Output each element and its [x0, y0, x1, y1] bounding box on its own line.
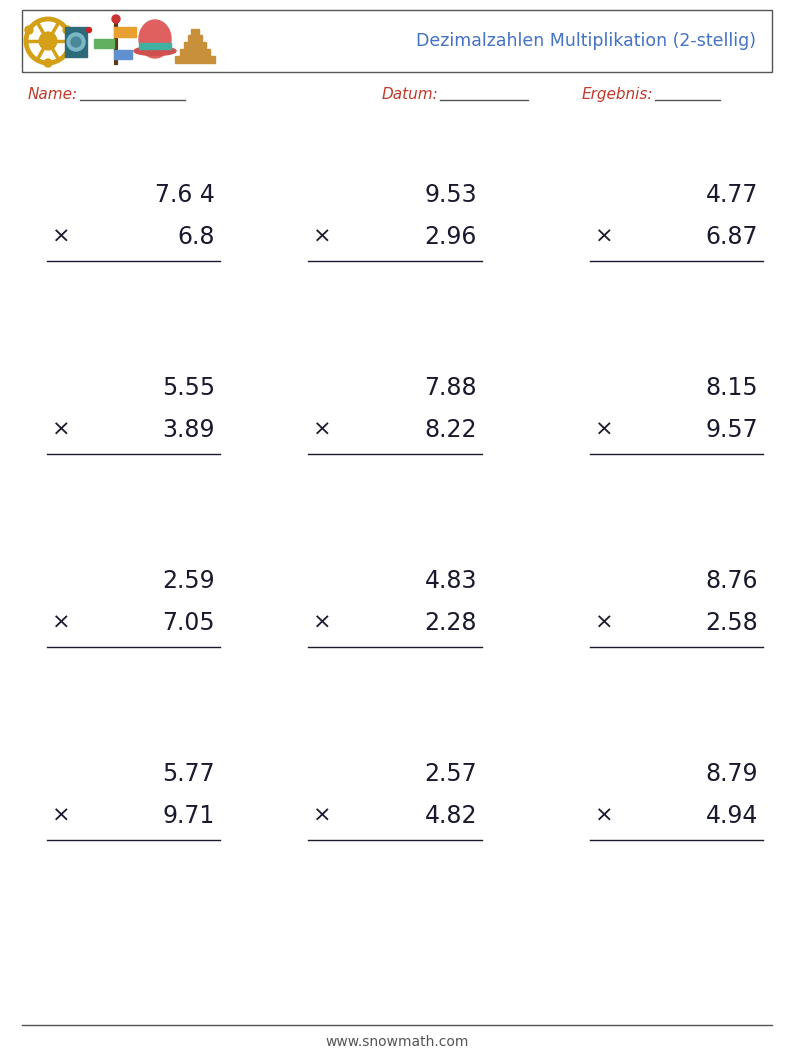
FancyBboxPatch shape — [94, 39, 114, 48]
FancyBboxPatch shape — [188, 35, 202, 42]
Circle shape — [40, 33, 56, 49]
Text: ×: × — [52, 227, 71, 247]
Text: 2.96: 2.96 — [425, 225, 477, 249]
Text: 8.22: 8.22 — [425, 418, 477, 442]
Text: Datum:: Datum: — [382, 86, 439, 101]
Text: 4.94: 4.94 — [706, 804, 758, 828]
Text: 7.6 4: 7.6 4 — [155, 183, 215, 207]
FancyBboxPatch shape — [114, 27, 136, 37]
Text: ×: × — [52, 420, 71, 440]
Text: 8.79: 8.79 — [706, 762, 758, 786]
Text: 7.05: 7.05 — [163, 611, 215, 635]
Text: ×: × — [52, 613, 71, 633]
Circle shape — [44, 59, 52, 67]
Circle shape — [71, 37, 81, 47]
Text: 3.89: 3.89 — [163, 418, 215, 442]
Text: 6.87: 6.87 — [706, 225, 758, 249]
FancyBboxPatch shape — [191, 29, 199, 35]
FancyBboxPatch shape — [65, 27, 87, 57]
Text: 2.58: 2.58 — [705, 611, 758, 635]
FancyBboxPatch shape — [114, 49, 132, 59]
Text: 5.77: 5.77 — [163, 762, 215, 786]
Text: Name:: Name: — [28, 86, 78, 101]
FancyBboxPatch shape — [175, 56, 215, 63]
Text: ×: × — [595, 227, 614, 247]
Text: ×: × — [313, 227, 332, 247]
Text: 4.82: 4.82 — [425, 804, 477, 828]
Text: ×: × — [52, 806, 71, 826]
Text: 4.83: 4.83 — [425, 569, 477, 593]
Circle shape — [112, 15, 120, 23]
Text: 9.53: 9.53 — [424, 183, 477, 207]
FancyBboxPatch shape — [184, 42, 206, 49]
Circle shape — [87, 27, 91, 33]
Text: 9.57: 9.57 — [705, 418, 758, 442]
Text: ×: × — [313, 420, 332, 440]
Text: ×: × — [595, 420, 614, 440]
Text: 9.71: 9.71 — [163, 804, 215, 828]
Text: 2.28: 2.28 — [425, 611, 477, 635]
Ellipse shape — [134, 46, 176, 56]
Text: ×: × — [595, 613, 614, 633]
Text: ×: × — [595, 806, 614, 826]
Text: 7.88: 7.88 — [424, 376, 477, 400]
Circle shape — [67, 33, 85, 51]
Text: 6.8: 6.8 — [178, 225, 215, 249]
Text: 2.59: 2.59 — [163, 569, 215, 593]
FancyBboxPatch shape — [22, 9, 772, 72]
Circle shape — [63, 26, 71, 34]
Text: 8.76: 8.76 — [706, 569, 758, 593]
FancyBboxPatch shape — [180, 49, 210, 56]
Ellipse shape — [139, 20, 171, 58]
Circle shape — [25, 26, 33, 34]
Text: 4.77: 4.77 — [706, 183, 758, 207]
Text: ×: × — [313, 613, 332, 633]
Text: Dezimalzahlen Multiplikation (2-stellig): Dezimalzahlen Multiplikation (2-stellig) — [416, 32, 756, 49]
FancyBboxPatch shape — [139, 43, 171, 49]
Text: 5.55: 5.55 — [162, 376, 215, 400]
Text: www.snowmath.com: www.snowmath.com — [326, 1035, 468, 1049]
Text: ×: × — [313, 806, 332, 826]
Text: 8.15: 8.15 — [705, 376, 758, 400]
Text: 2.57: 2.57 — [424, 762, 477, 786]
Text: Ergebnis:: Ergebnis: — [582, 86, 653, 101]
